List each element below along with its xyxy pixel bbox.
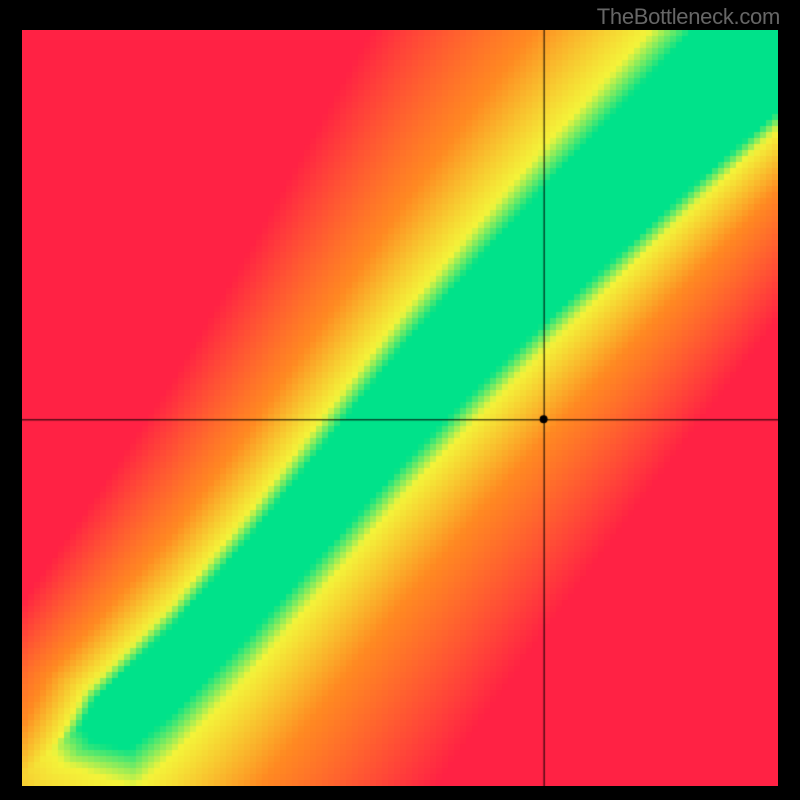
plot-area <box>22 30 778 786</box>
watermark-text: TheBottleneck.com <box>597 4 780 30</box>
root: TheBottleneck.com <box>0 0 800 800</box>
bottleneck-heatmap <box>22 30 778 786</box>
